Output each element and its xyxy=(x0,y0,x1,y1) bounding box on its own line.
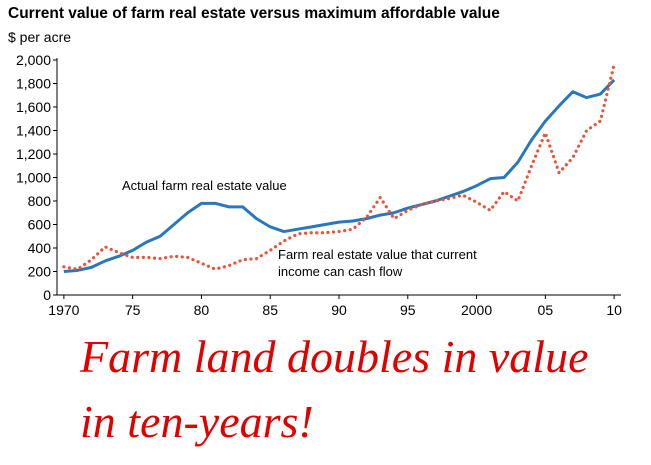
chart-title: Current value of farm real estate versus… xyxy=(8,5,500,22)
headline: in ten-years! xyxy=(80,396,314,447)
y-tick-label: 200 xyxy=(28,264,52,280)
x-tick-label: 05 xyxy=(538,302,554,318)
x-tick-label: 90 xyxy=(331,302,347,318)
x-tick-label: 95 xyxy=(400,302,416,318)
series-line xyxy=(63,78,616,273)
y-tick-label: 0 xyxy=(43,287,51,303)
y-tick-label: 400 xyxy=(28,240,52,256)
y-tick-label: 1,400 xyxy=(16,123,51,139)
x-tick-label: 85 xyxy=(262,302,278,318)
x-tick-label: 1970 xyxy=(48,302,79,318)
x-tick-label: 80 xyxy=(194,302,210,318)
y-tick-label: 600 xyxy=(28,217,52,233)
annotation: Farm real estate value that current xyxy=(278,247,477,262)
y-tick-label: 2,000 xyxy=(16,52,51,68)
series-line xyxy=(62,63,616,271)
x-tick-label: 75 xyxy=(125,302,141,318)
annotation: income can cash flow xyxy=(278,264,403,279)
x-tick-label: 2000 xyxy=(461,302,492,318)
x-tick-label: 10 xyxy=(606,302,622,318)
y-tick-label: 1,000 xyxy=(16,170,51,186)
y-tick-label: 1,600 xyxy=(16,99,51,115)
headline: Farm land doubles in value xyxy=(79,331,589,382)
y-tick-label: 800 xyxy=(28,193,52,209)
series-label: Actual farm real estate value xyxy=(122,178,287,193)
y-tick-label: 1,800 xyxy=(16,76,51,92)
y-tick-label: 1,200 xyxy=(16,146,51,162)
y-unit: $ per acre xyxy=(8,29,71,45)
